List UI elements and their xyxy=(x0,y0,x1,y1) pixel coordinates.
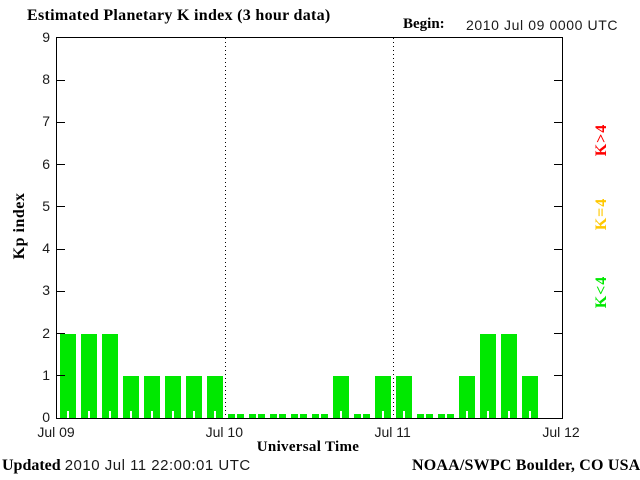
x-minor-tick xyxy=(66,411,69,418)
updated-label: Updated xyxy=(2,457,61,474)
kp-bar xyxy=(522,375,539,418)
y-axis-label: Kp index xyxy=(11,192,28,260)
x-minor-tick xyxy=(129,411,132,418)
y-tick-label: 5 xyxy=(42,197,50,214)
x-tick-label: Jul 12 xyxy=(542,424,580,440)
kp-bar xyxy=(143,375,160,418)
y-tick-label: 6 xyxy=(42,155,50,172)
y-tick-right xyxy=(554,248,562,250)
kp-bar xyxy=(480,333,497,418)
x-minor-tick xyxy=(319,411,322,418)
x-minor-tick xyxy=(192,411,195,418)
kp-bar xyxy=(122,375,139,418)
y-tick-left xyxy=(57,290,65,292)
y-tick-label: 8 xyxy=(42,71,50,88)
updated-row: Updated 2010 Jul 11 22:00:01 UTC xyxy=(2,457,251,475)
y-tick-label: 1 xyxy=(42,366,50,383)
kp-bar xyxy=(185,375,202,418)
x-tick-label: Jul 10 xyxy=(205,424,243,440)
legend-item-k-eq-4: K=4 xyxy=(593,197,610,231)
y-tick-right xyxy=(554,164,562,166)
y-tick-label: 9 xyxy=(42,29,50,45)
y-tick-left xyxy=(57,206,65,208)
x-minor-tick xyxy=(403,411,406,418)
x-minor-tick xyxy=(276,411,279,418)
x-minor-tick xyxy=(424,411,427,418)
kp-bar xyxy=(80,333,97,418)
x-minor-tick xyxy=(529,411,532,418)
y-tick-right xyxy=(554,121,562,123)
y-tick-label: 7 xyxy=(42,113,50,130)
y-tick-right xyxy=(554,206,562,208)
x-minor-tick xyxy=(340,411,343,418)
plot-area xyxy=(56,37,563,419)
y-tick-label: 0 xyxy=(42,409,50,425)
y-tick-label: 4 xyxy=(42,240,50,257)
x-axis-label: Universal Time xyxy=(256,439,360,455)
kp-bar xyxy=(459,375,476,418)
y-tick-left xyxy=(57,248,65,250)
x-tick-label: Jul 09 xyxy=(37,424,75,440)
y-tick-right xyxy=(554,375,562,377)
x-minor-tick xyxy=(234,411,237,418)
kp-bar xyxy=(101,333,118,418)
legend-item-k-gt-4: K>4 xyxy=(593,123,610,157)
x-minor-tick xyxy=(108,411,111,418)
kp-bar xyxy=(396,375,413,418)
credit-text: NOAA/SWPC Boulder, CO USA xyxy=(412,457,640,474)
updated-timestamp: 2010 Jul 11 22:00:01 UTC xyxy=(64,457,251,474)
kp-bar xyxy=(375,375,392,418)
begin-value: 2010 Jul 09 0000 UTC xyxy=(466,17,619,33)
y-tick-right xyxy=(554,290,562,292)
day-boundary-gridline xyxy=(393,38,395,418)
x-minor-tick xyxy=(297,411,300,418)
kp-bar xyxy=(59,333,76,418)
x-minor-tick xyxy=(361,411,364,418)
x-minor-tick xyxy=(445,411,448,418)
legend-item-k-lt-4: K<4 xyxy=(593,275,610,309)
kp-bar xyxy=(164,375,181,418)
x-minor-tick xyxy=(382,411,385,418)
begin-label: Begin: xyxy=(403,16,445,32)
y-tick-left xyxy=(57,164,65,166)
x-minor-tick xyxy=(466,411,469,418)
kp-bar xyxy=(501,333,518,418)
x-minor-tick xyxy=(487,411,490,418)
y-tick-right xyxy=(554,333,562,335)
day-boundary-gridline xyxy=(224,38,226,418)
x-minor-tick xyxy=(508,411,511,418)
y-tick-left xyxy=(57,121,65,123)
y-tick-label: 3 xyxy=(42,282,50,299)
kp-bar xyxy=(206,375,223,418)
x-minor-tick xyxy=(171,411,174,418)
x-minor-tick xyxy=(255,411,258,418)
y-tick-left xyxy=(57,333,65,335)
y-tick-left xyxy=(57,375,65,377)
y-tick-right xyxy=(554,79,562,81)
kp-bar xyxy=(333,375,350,418)
x-minor-tick xyxy=(150,411,153,418)
x-tick-label: Jul 11 xyxy=(374,424,411,440)
y-tick-label: 2 xyxy=(42,324,50,341)
y-tick-left xyxy=(57,79,65,81)
x-minor-tick xyxy=(213,411,216,418)
chart-title: Estimated Planetary K index (3 hour data… xyxy=(27,7,331,24)
x-minor-tick xyxy=(87,411,90,418)
